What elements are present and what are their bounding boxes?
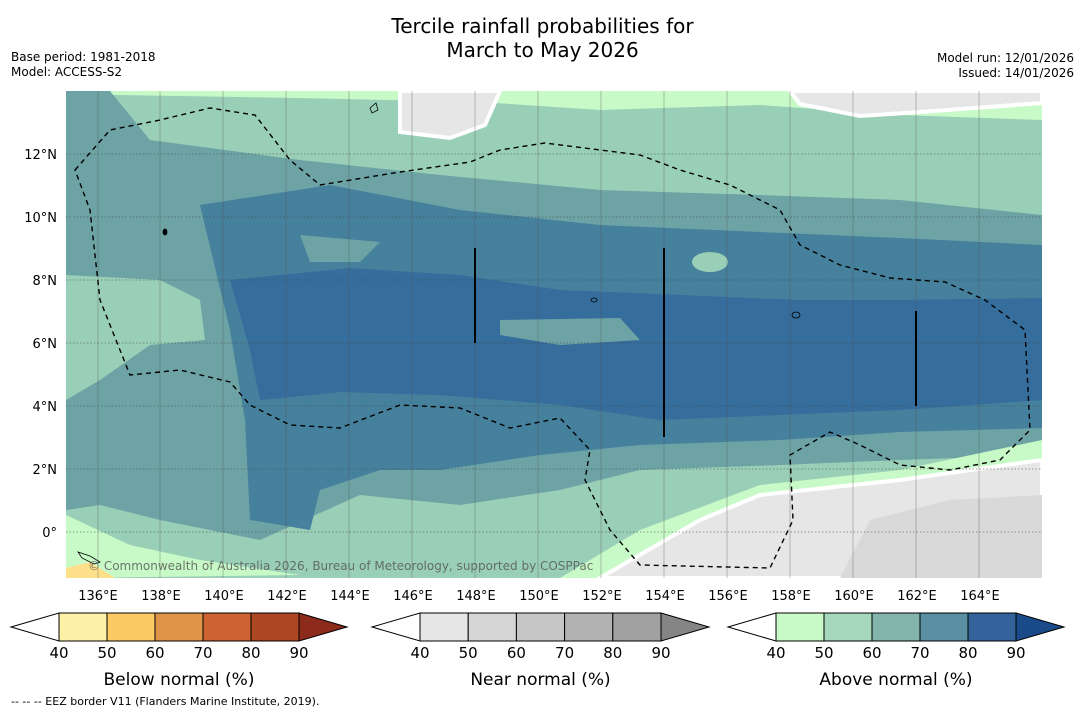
lon-label: 142°E (267, 589, 307, 604)
latitude-labels: 12°N 10°N 8°N 6°N 4°N 2°N 0° (24, 148, 57, 541)
lat-label: 2°N (33, 463, 58, 478)
colorbar-tick: 50 (97, 644, 116, 662)
colorbar-right-extension (1015, 612, 1066, 642)
colorbar-tick: 90 (651, 644, 670, 662)
colorbar-segment (106, 612, 156, 642)
colorbar-tick: 70 (910, 644, 929, 662)
colorbar-segment (871, 612, 921, 642)
copyright-text: © Commonwealth of Australia 2026, Bureau… (88, 559, 593, 573)
colorbar-left-extension (9, 612, 60, 642)
colorbar-segment (515, 612, 566, 642)
lat-label: 4°N (33, 400, 58, 415)
colorbar-tick: 80 (241, 644, 260, 662)
field-above-40-south-west (66, 515, 300, 578)
colorbar-segment (612, 612, 662, 642)
colorbar-left-extension (726, 612, 777, 642)
colorbars: 40 50 60 70 80 90 Below normal (%) 40 50 60 70 80 90… (9, 612, 1066, 690)
lon-label: 148°E (456, 589, 496, 604)
colorbar-segment (775, 612, 825, 642)
lon-label: 146°E (393, 589, 433, 604)
lat-label: 12°N (24, 148, 57, 163)
colorbar-tick: 70 (193, 644, 212, 662)
colorbar-segment (564, 612, 614, 642)
islands (77, 102, 801, 565)
graticule (66, 153, 1042, 533)
field-above-80 (230, 268, 1042, 420)
colorbar-segment (967, 612, 1017, 642)
colorbar-2: 40 50 60 70 80 90 Near normal (%) (370, 612, 711, 690)
issued-date: Issued: 14/01/2026 (958, 66, 1074, 80)
lat-label: 8°N (33, 274, 58, 289)
lon-label: 150°E (519, 589, 559, 604)
colorbar-tick: 90 (289, 644, 308, 662)
lon-label: 158°E (771, 589, 811, 604)
colorbar-segment (250, 612, 300, 642)
colorbar-tick: 60 (862, 644, 881, 662)
lon-label: 144°E (330, 589, 370, 604)
longitude-labels: 136°E 138°E 140°E 142°E 144°E 146°E 148°E 150°E… (78, 589, 1000, 604)
colorbar-segment (823, 612, 873, 642)
lon-label: 156°E (708, 589, 748, 604)
model-name: Model: ACCESS-S2 (11, 65, 123, 79)
base-period: Base period: 1981-2018 (11, 50, 156, 64)
colorbar-1: 40 50 60 70 80 90 Below normal (%) (9, 612, 349, 690)
colorbar-left-extension (370, 612, 421, 642)
colorbar-segment (419, 612, 469, 642)
colorbar-segment (919, 612, 969, 642)
lon-label: 164°E (960, 589, 1000, 604)
colorbar-tick: 60 (507, 644, 526, 662)
lon-label: 154°E (645, 589, 685, 604)
field-near-50-south (840, 495, 1042, 578)
lon-label: 160°E (834, 589, 874, 604)
field-patch-west (66, 275, 205, 400)
lat-label: 6°N (33, 337, 58, 352)
meridians (97, 91, 980, 578)
colorbar-segment (467, 612, 517, 642)
lon-label: 138°E (141, 589, 181, 604)
lat-label: 10°N (24, 211, 57, 226)
colorbar-tick: 70 (555, 644, 574, 662)
lon-label: 140°E (204, 589, 244, 604)
boundary-markers (474, 248, 917, 437)
colorbar-tick: 80 (958, 644, 977, 662)
lon-label: 162°E (897, 589, 937, 604)
field-patch-c (692, 252, 728, 272)
colorbar-right-extension (298, 612, 349, 642)
eez-footnote: -- -- -- EEZ border V11 (Flanders Marine… (11, 695, 320, 708)
colorbar-tick: 80 (603, 644, 622, 662)
colorbar-tick: 50 (459, 644, 478, 662)
colorbar-tick: 90 (1006, 644, 1025, 662)
colorbar-tick: 50 (814, 644, 833, 662)
field-patch-b (300, 235, 380, 262)
colorbar-tick: 40 (410, 644, 429, 662)
colorbar-segment (202, 612, 252, 642)
colorbar-tick: 40 (49, 644, 68, 662)
run-info: Model run: 12/01/2026 Issued: 14/01/2026 (937, 51, 1074, 81)
colorbar-tick: 60 (145, 644, 164, 662)
colorbar-segment (58, 612, 108, 642)
eez-borders (74, 107, 1031, 569)
colorbar-3: 40 50 60 70 80 90 Above normal (%) (726, 612, 1066, 690)
lon-label: 136°E (78, 589, 118, 604)
lon-label: 152°E (582, 589, 622, 604)
lat-label: 0° (42, 526, 57, 541)
colorbar-label: Below normal (%) (104, 670, 255, 690)
colorbar-right-extension (660, 612, 711, 642)
colorbar-label: Above normal (%) (819, 670, 972, 690)
map-title: Tercile rainfall probabilities for March… (0, 14, 1085, 62)
title-line-2: March to May 2026 (446, 38, 639, 62)
field-patch-a (500, 318, 640, 345)
model-info: Base period: 1981-2018 Model: ACCESS-S2 (11, 50, 156, 80)
colorbar-label: Near normal (%) (470, 670, 610, 690)
title-line-1: Tercile rainfall probabilities for (391, 14, 694, 38)
probability-field (66, 91, 1042, 578)
field-below-patch (66, 562, 115, 578)
colorbar-segment (154, 612, 204, 642)
model-run-date: Model run: 12/01/2026 (936, 51, 1074, 65)
colorbar-tick: 40 (766, 644, 785, 662)
